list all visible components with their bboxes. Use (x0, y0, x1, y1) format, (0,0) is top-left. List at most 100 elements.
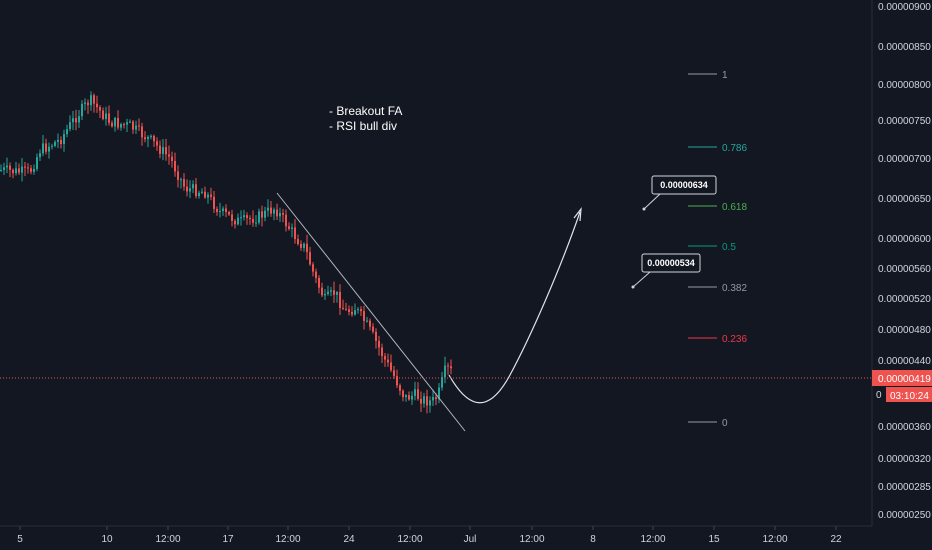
candle-body (63, 134, 65, 144)
time-tick-label: 10 (101, 534, 113, 545)
time-tick-label: Jul (464, 534, 477, 545)
candle-body (0, 169, 2, 171)
candle-body (237, 217, 239, 225)
candle-body (174, 160, 176, 172)
candle-body (246, 215, 248, 219)
candle-body (75, 118, 77, 123)
price-tick-label: 0.00000320 (878, 454, 931, 465)
fib-level-label: 0.382 (722, 283, 747, 294)
candle-body (126, 122, 128, 125)
candle-body (369, 320, 371, 327)
candle-body (111, 122, 113, 127)
candle-body (192, 184, 194, 189)
projection-arrow[interactable] (448, 211, 581, 404)
time-tick-label: 5 (17, 534, 23, 545)
price-axis[interactable] (872, 0, 932, 526)
time-tick-label: 22 (830, 534, 842, 545)
candle-body (363, 311, 365, 321)
candle-body (414, 389, 416, 396)
fib-level-label: 0 (722, 418, 728, 429)
candle-body (210, 194, 212, 197)
candle-body (339, 292, 341, 308)
candle-body (78, 116, 80, 123)
candle-body (327, 291, 329, 295)
candle-body (258, 211, 260, 223)
candle-body (315, 271, 317, 278)
candle-body (351, 311, 353, 315)
candle-body (405, 395, 407, 398)
candle-body (84, 102, 86, 104)
downtrend-line[interactable] (276, 192, 466, 432)
candle-body (309, 252, 311, 265)
candle-body (186, 186, 188, 192)
candle-body (120, 124, 122, 128)
candle-body (132, 121, 134, 130)
candle-body (159, 145, 161, 154)
candle-body (375, 331, 377, 341)
time-tick-label: 8 (590, 534, 596, 545)
note-line-2: - RSI bull div (329, 119, 397, 133)
candle-body (33, 169, 35, 172)
fib-level-label: 1 (722, 70, 728, 81)
candle-body (297, 239, 299, 244)
candle-body (360, 309, 362, 312)
candle-body (66, 129, 68, 135)
callout-634[interactable]: 0.00000634 (642, 175, 717, 211)
note-line-1: - Breakout FA (329, 104, 402, 118)
candle-body (189, 188, 191, 192)
callout-534[interactable]: 0.00000534 (631, 253, 701, 289)
candle-body (285, 214, 287, 227)
candle-body (333, 290, 335, 295)
candle-body (51, 145, 53, 147)
candle-body (30, 168, 32, 172)
candle-body (282, 213, 284, 215)
candle-body (393, 370, 395, 377)
candle-body (330, 290, 332, 292)
candle-body (396, 376, 398, 386)
candle-body (207, 194, 209, 198)
candle-body (177, 171, 179, 180)
price-axis-partial-tick: 0 (876, 390, 882, 401)
candle-body (438, 387, 440, 400)
price-tick-label: 0.00000650 (878, 194, 931, 205)
fib-level-label: 0.236 (722, 334, 747, 345)
candle-body (390, 362, 392, 371)
time-tick-label: 12:00 (762, 534, 787, 545)
candle-body (39, 153, 41, 158)
candle-body (195, 184, 197, 197)
fib-retracement[interactable]: 1 0.786 0.618 0.5 0.382 0.236 0 (688, 70, 747, 429)
candle-body (270, 207, 272, 214)
candle-body (294, 227, 296, 240)
price-tick-label: 0.00000285 (878, 482, 931, 493)
candle-body (441, 377, 443, 388)
time-axis[interactable] (0, 526, 932, 550)
candles (0, 91, 452, 414)
candle-body (252, 218, 254, 223)
candle-body (27, 167, 29, 169)
candle-body (9, 165, 11, 170)
candle-body (420, 398, 422, 404)
candle-body (114, 117, 116, 127)
candle-body (429, 400, 431, 406)
candle-body (6, 165, 8, 168)
candle-body (231, 214, 233, 221)
price-tick-label: 0.00000480 (878, 325, 931, 336)
candle-body (381, 347, 383, 357)
time-tick-label: 17 (222, 534, 234, 545)
candle-body (213, 196, 215, 209)
candle-body (426, 396, 428, 406)
candle-body (432, 397, 434, 401)
candle-body (36, 157, 38, 170)
time-axis-ticks: 5 10 12:00 17 12:00 24 12:00 Jul 12:00 8 12:00 15 12… (17, 526, 842, 545)
callout-634-text: 0.00000634 (660, 180, 708, 190)
candle-body (288, 226, 290, 229)
candle-body (3, 167, 5, 170)
candle-body (153, 135, 155, 142)
candle-body (312, 264, 314, 272)
candle-body (336, 292, 338, 295)
candle-body (12, 169, 14, 174)
candle-body (18, 168, 20, 173)
candle-body (222, 208, 224, 212)
